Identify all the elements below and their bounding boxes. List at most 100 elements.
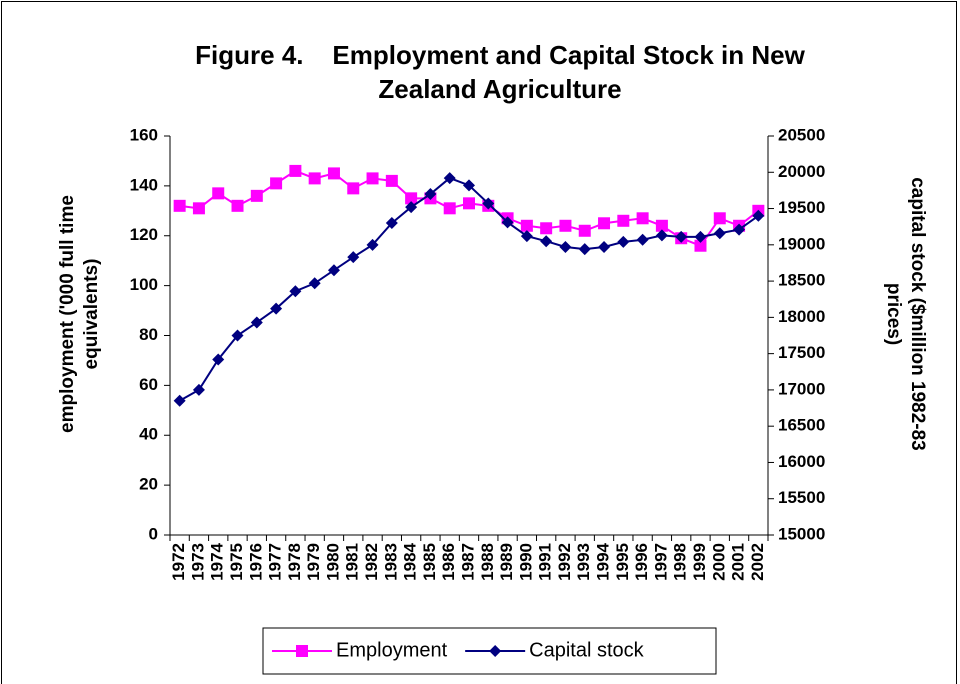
data-point — [559, 240, 572, 253]
data-point — [713, 212, 726, 225]
x-tick-label: 1975 — [227, 543, 246, 581]
data-point — [289, 164, 302, 177]
x-tick-label: 1982 — [362, 543, 381, 581]
y-tick-label: 20 — [139, 475, 158, 494]
data-point — [520, 230, 533, 243]
data-point — [192, 202, 205, 215]
x-tick-label: 1997 — [651, 543, 670, 581]
y2-tick-label: 20500 — [778, 125, 825, 144]
y2-tick-label: 15500 — [778, 488, 825, 507]
data-point — [482, 197, 495, 210]
data-point — [655, 219, 668, 232]
x-tick-label: 1986 — [439, 543, 458, 581]
data-point — [501, 216, 514, 229]
data-point — [694, 239, 707, 252]
data-point — [636, 233, 649, 246]
data-point — [443, 172, 456, 185]
y2-tick-label: 17000 — [778, 379, 825, 398]
y2-tick-label: 18500 — [778, 271, 825, 290]
x-tick-label: 1994 — [594, 542, 613, 580]
x-tick-label: 1985 — [420, 543, 439, 581]
data-point — [463, 197, 475, 210]
y-tick-label: 160 — [130, 125, 158, 144]
x-tick-label: 1973 — [188, 543, 207, 581]
data-point — [578, 243, 591, 256]
y2-tick-label: 16500 — [778, 416, 825, 435]
data-point — [212, 353, 225, 366]
legend-label: Capital stock — [529, 639, 644, 661]
x-tick-label: 1980 — [323, 543, 342, 581]
data-point — [443, 202, 456, 215]
data-point — [289, 285, 302, 298]
y2-tick-label: 16000 — [778, 452, 825, 471]
x-tick-label: 1991 — [536, 543, 555, 581]
x-tick-label: 2002 — [748, 543, 767, 581]
data-point — [308, 172, 321, 185]
data-point — [617, 214, 630, 227]
data-point — [559, 219, 572, 232]
x-tick-label: 1984 — [401, 542, 420, 580]
x-tick-label: 1981 — [343, 543, 362, 581]
data-point — [327, 167, 340, 180]
data-point — [598, 217, 611, 230]
data-point — [655, 229, 668, 242]
x-tick-label: 1979 — [304, 543, 323, 581]
x-tick-label: 1978 — [285, 543, 304, 581]
series-line — [179, 176, 759, 402]
data-point — [617, 235, 630, 248]
y2-tick-label: 20000 — [778, 162, 825, 181]
data-point — [385, 217, 398, 230]
data-point — [385, 174, 398, 187]
data-point — [308, 277, 321, 290]
data-point — [231, 199, 244, 212]
data-point — [173, 394, 186, 407]
data-point — [636, 212, 649, 225]
x-tick-label: 1990 — [516, 543, 535, 581]
data-point — [520, 219, 533, 232]
x-tick-label: 1996 — [632, 543, 651, 581]
x-tick-label: 1999 — [690, 543, 709, 581]
data-point — [733, 223, 746, 236]
legend-marker — [296, 645, 308, 657]
data-point — [424, 188, 437, 201]
data-point — [366, 172, 379, 185]
legend-marker — [489, 645, 502, 657]
data-point — [347, 182, 360, 195]
x-tick-label: 1976 — [246, 543, 265, 581]
data-point — [366, 238, 379, 251]
x-tick-label: 1974 — [208, 542, 227, 580]
y-tick-label: 140 — [130, 175, 158, 194]
x-tick-label: 1992 — [555, 543, 574, 581]
y-tick-label: 80 — [139, 325, 158, 344]
data-point — [540, 222, 553, 235]
data-point — [540, 235, 553, 248]
legend-label: Employment — [336, 639, 448, 661]
y-tick-label: 0 — [149, 524, 158, 543]
y-tick-label: 60 — [139, 375, 158, 394]
data-point — [463, 179, 475, 192]
y-tick-label: 40 — [139, 425, 158, 444]
y-tick-label: 120 — [130, 225, 158, 244]
x-tick-label: 1995 — [613, 543, 632, 581]
data-point — [598, 240, 611, 253]
data-point — [212, 187, 225, 200]
data-point — [173, 199, 186, 212]
x-tick-label: 1988 — [478, 543, 497, 581]
x-tick-label: 1989 — [497, 543, 516, 581]
data-point — [327, 264, 340, 277]
y2-tick-label: 19000 — [778, 234, 825, 253]
x-tick-label: 1998 — [671, 543, 690, 581]
x-tick-label: 1983 — [381, 543, 400, 581]
y2-tick-label: 17500 — [778, 343, 825, 362]
x-tick-label: 1993 — [574, 543, 593, 581]
x-tick-label: 2000 — [709, 543, 728, 581]
x-tick-label: 1987 — [458, 543, 477, 581]
data-point — [192, 383, 205, 396]
x-tick-label: 1977 — [266, 543, 285, 581]
data-point — [231, 329, 244, 342]
data-point — [713, 227, 726, 240]
data-point — [250, 316, 263, 329]
